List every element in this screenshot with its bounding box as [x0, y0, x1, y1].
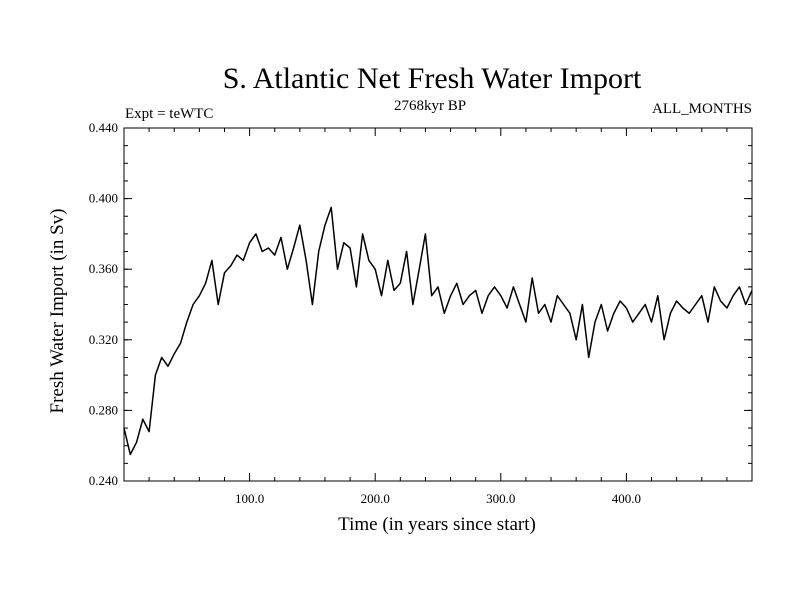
y-tick-label: 0.440: [89, 120, 118, 135]
x-tick-label: 300.0: [486, 491, 515, 506]
subtitle-expt: Expt = teWTC: [125, 106, 213, 122]
x-tick-label: 200.0: [361, 491, 390, 506]
series-line: [123, 206, 753, 456]
x-tick-label: 100.0: [235, 491, 264, 506]
chart-title: S. Atlantic Net Fresh Water Import: [223, 62, 642, 95]
y-tick-label: 0.400: [89, 191, 118, 206]
x-tick-label: 400.0: [612, 491, 641, 506]
y-tick-label: 0.240: [89, 473, 118, 488]
subtitle-months: ALL_MONTHS: [652, 101, 752, 117]
plot-area: 0.240 0.280 0.320 0.360 0.400 0.440 100.0 200.0…: [89, 120, 753, 506]
x-axis-label: Time (in years since start): [338, 514, 536, 535]
y-tick-label: 0.360: [89, 261, 118, 276]
y-tick-label: 0.280: [89, 402, 118, 417]
subtitle-date: 2768kyr BP: [394, 98, 466, 114]
y-tick-label: 0.320: [89, 332, 118, 347]
y-axis-label: Fresh Water Import (in Sv): [47, 209, 68, 414]
